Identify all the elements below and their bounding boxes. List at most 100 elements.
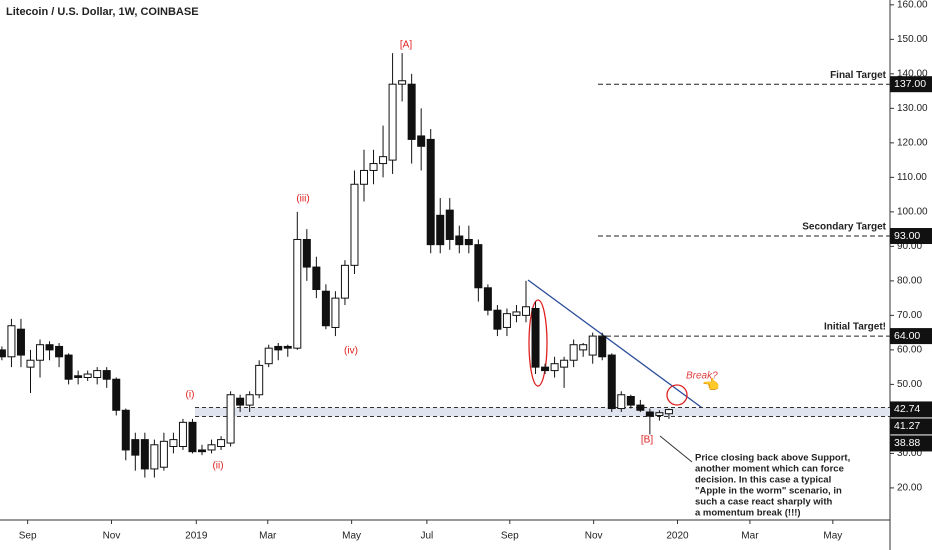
support-band bbox=[195, 407, 890, 417]
y-tick-label: 120.00 bbox=[897, 137, 928, 148]
y-tick-label: 60.00 bbox=[897, 345, 922, 356]
price-box-label: 42.74 bbox=[894, 403, 920, 415]
candle-body bbox=[350, 183, 359, 266]
candle-body bbox=[55, 345, 64, 358]
candle-body bbox=[26, 359, 35, 368]
candle-body bbox=[169, 439, 178, 448]
x-tick-label: 2019 bbox=[185, 531, 208, 542]
candle-body bbox=[407, 83, 416, 140]
note-line: such a case react sharply with bbox=[695, 497, 832, 508]
price-box bbox=[890, 435, 932, 452]
candle-body bbox=[360, 169, 369, 185]
candle-body bbox=[331, 297, 340, 328]
price-box-label: 38.88 bbox=[894, 437, 920, 449]
candle-body bbox=[274, 345, 283, 351]
price-box bbox=[890, 418, 932, 435]
candle-body bbox=[64, 354, 73, 380]
price-box-label: 93.00 bbox=[894, 230, 920, 242]
candle-body bbox=[16, 328, 25, 356]
candle-body bbox=[550, 363, 559, 372]
candle-body bbox=[83, 373, 92, 378]
y-tick-label: 140.00 bbox=[897, 68, 928, 79]
candle-body bbox=[0, 349, 6, 358]
candle-body bbox=[226, 394, 235, 444]
candle-body bbox=[655, 412, 664, 416]
note-line: a momentum break (!!!) bbox=[695, 508, 801, 519]
y-tick-label: 90.00 bbox=[897, 241, 922, 252]
x-tick-label: Mar bbox=[741, 531, 759, 542]
candle-body bbox=[493, 309, 502, 330]
candle-body bbox=[207, 444, 216, 451]
x-tick-label: Jul bbox=[420, 531, 433, 542]
candle-body bbox=[150, 444, 159, 470]
candle-body bbox=[312, 266, 321, 291]
candle-body bbox=[598, 335, 607, 358]
candle-body bbox=[398, 80, 407, 85]
x-tick-label: Nov bbox=[585, 531, 603, 542]
y-tick-label: 130.00 bbox=[897, 103, 928, 114]
candle-body bbox=[159, 440, 168, 468]
candle-body bbox=[340, 264, 349, 299]
candle-body bbox=[74, 375, 83, 378]
candle-body bbox=[474, 244, 483, 289]
candle-body bbox=[379, 156, 388, 165]
y-tick-label: 160.00 bbox=[897, 0, 928, 10]
candle-body bbox=[483, 287, 492, 311]
target-name: Final Target bbox=[830, 70, 887, 81]
target-name: Secondary Target bbox=[802, 222, 886, 233]
y-tick-label: 80.00 bbox=[897, 276, 922, 287]
candle-body bbox=[93, 370, 102, 378]
price-box bbox=[890, 328, 932, 345]
wave-label: (iv) bbox=[344, 346, 358, 357]
candle-body bbox=[464, 238, 473, 246]
candle-body bbox=[140, 439, 149, 470]
break-label: Break? bbox=[686, 371, 718, 382]
candle-body bbox=[188, 421, 197, 453]
break-circle bbox=[666, 384, 688, 406]
candle-body bbox=[236, 397, 245, 406]
x-tick-label: May bbox=[823, 531, 842, 542]
candle-body bbox=[560, 359, 569, 368]
y-tick-label: 20.00 bbox=[897, 483, 922, 494]
candle-body bbox=[321, 290, 330, 327]
candle-body bbox=[121, 409, 130, 451]
wave-label: (i) bbox=[186, 390, 195, 401]
candle-body bbox=[569, 344, 578, 361]
candle-body bbox=[36, 344, 45, 361]
candle-body bbox=[426, 138, 435, 246]
wave-label: [B] bbox=[641, 435, 653, 446]
candle-body bbox=[417, 135, 426, 147]
candle-body bbox=[521, 306, 530, 316]
y-tick-label: 50.00 bbox=[897, 379, 922, 390]
price-box-label: 64.00 bbox=[894, 330, 920, 342]
candle-body bbox=[645, 411, 654, 417]
y-tick-label: 70.00 bbox=[897, 310, 922, 321]
candle-body bbox=[455, 235, 464, 246]
candle-body bbox=[626, 395, 635, 406]
candle-body bbox=[636, 404, 645, 411]
candle-body bbox=[664, 409, 673, 415]
note-line: "Apple in the worm" scenario, in bbox=[695, 486, 842, 497]
x-tick-label: Mar bbox=[259, 531, 277, 542]
candle-body bbox=[45, 344, 54, 351]
candle-body bbox=[102, 370, 111, 380]
x-tick-label: May bbox=[342, 531, 361, 542]
candle-body bbox=[198, 449, 207, 453]
candle-body bbox=[588, 335, 597, 356]
candle-body bbox=[512, 311, 521, 316]
candle-body bbox=[388, 83, 397, 161]
note-line: another moment which can force bbox=[695, 464, 844, 475]
price-box-label: 137.00 bbox=[894, 78, 926, 90]
y-tick-label: 100.00 bbox=[897, 207, 928, 218]
candle-body bbox=[541, 366, 550, 372]
candle-body bbox=[255, 364, 264, 396]
wave-label: (ii) bbox=[212, 461, 223, 472]
candle-body bbox=[369, 163, 378, 171]
candle-body bbox=[607, 354, 616, 410]
y-tick-label: 110.00 bbox=[897, 172, 927, 183]
trendline bbox=[527, 279, 706, 411]
price-box-label: 41.27 bbox=[894, 420, 920, 432]
candle-body bbox=[7, 325, 16, 358]
candle-body bbox=[617, 394, 626, 410]
